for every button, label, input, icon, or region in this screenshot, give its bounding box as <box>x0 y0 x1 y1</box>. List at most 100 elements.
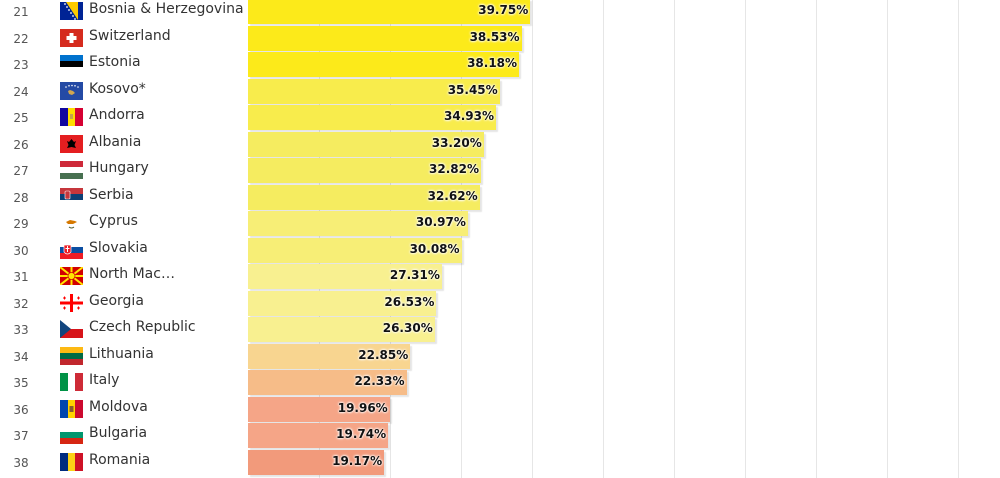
chart-row: 23 Estonia 38.18% <box>0 52 1000 78</box>
bar <box>248 105 496 130</box>
bar <box>248 423 389 448</box>
category-label: Hungary <box>89 160 149 176</box>
bar <box>248 317 435 342</box>
rank-label: 33 <box>13 323 29 337</box>
chart-row: 22 Switzerland 38.53% <box>0 25 1000 52</box>
value-label: 19.17% <box>332 453 383 468</box>
bar <box>248 184 480 210</box>
category-label: Estonia <box>89 54 141 70</box>
category-label: Italy <box>89 372 120 388</box>
rank-label: 38 <box>13 455 29 470</box>
value-label: 30.08% <box>409 241 460 256</box>
value-label: 32.82% <box>429 162 480 176</box>
rank-label: 36 <box>13 402 29 417</box>
flag-icon-ba <box>60 2 83 20</box>
chart-row: 26 Albania 33.20% <box>0 131 1000 158</box>
chart-row: 24 Kosovo* 35.45% <box>0 78 1000 105</box>
category-label: Switzerland <box>89 27 171 44</box>
value-label: 32.62% <box>427 188 478 203</box>
chart-row: 27 Hungary 32.82% <box>0 158 1000 184</box>
value-label: 33.20% <box>431 135 482 150</box>
category-label: Romania <box>89 451 151 468</box>
chart-row: 32 Georgia 26.53% <box>0 290 1000 317</box>
bar <box>248 158 482 183</box>
rank-label: 23 <box>13 58 29 72</box>
chart-row: 21 Bosnia & Herzegovina 39.75% <box>0 0 1000 25</box>
chart-row: 30 Slovakia 30.08% <box>0 237 1000 264</box>
flag-icon-xk <box>60 81 83 100</box>
gridline <box>603 0 604 478</box>
rank-label: 35 <box>13 376 29 390</box>
value-label: 35.45% <box>447 82 498 97</box>
bar <box>248 396 390 422</box>
bar <box>248 211 468 236</box>
bar <box>248 264 442 289</box>
bar <box>248 0 531 24</box>
category-label: Serbia <box>89 186 134 203</box>
chart-row: 37 Bulgaria 19.74% <box>0 423 1000 449</box>
flag-icon-hu <box>60 161 83 179</box>
value-label: 38.53% <box>469 29 520 44</box>
chart-row: 35 Italy 22.33% <box>0 370 1000 396</box>
bar <box>248 78 500 104</box>
flag-icon-ge <box>60 293 83 312</box>
category-label: Cyprus <box>89 213 138 229</box>
gridline <box>674 0 675 478</box>
chart-row: 36 Moldova 19.96% <box>0 396 1000 423</box>
flag-icon-ee <box>60 55 83 73</box>
flag-icon-cz <box>60 320 83 338</box>
category-label: Kosovo* <box>89 80 146 97</box>
category-label: Andorra <box>89 107 145 123</box>
category-label: Bulgaria <box>89 425 148 441</box>
bar <box>248 237 462 263</box>
rank-label: 37 <box>13 429 29 443</box>
chart-row: 38 Romania 19.17% <box>0 449 1000 476</box>
bar <box>248 290 437 316</box>
rank-label: 22 <box>13 31 29 46</box>
value-label: 22.85% <box>358 347 409 362</box>
gridline <box>816 0 817 478</box>
bar <box>248 370 407 395</box>
rank-label: 34 <box>13 349 29 364</box>
gridline <box>745 0 746 478</box>
chart-row: 29 Cyprus 30.97% <box>0 211 1000 237</box>
category-label: Bosnia & Herzegovina <box>89 1 244 17</box>
rank-label: 30 <box>13 243 29 258</box>
category-label: Georgia <box>89 292 144 309</box>
category-label: North Mac… <box>89 266 175 282</box>
flag-icon-ch <box>60 28 83 47</box>
chart-row: 25 Andorra 34.93% <box>0 105 1000 131</box>
value-label: 22.33% <box>354 374 405 388</box>
bar <box>248 449 385 475</box>
gridline <box>887 0 888 478</box>
flag-icon-it <box>60 373 83 391</box>
rank-label: 27 <box>13 164 29 178</box>
value-label: 19.96% <box>337 400 388 415</box>
flag-icon-ro <box>60 452 83 471</box>
bar <box>248 343 411 369</box>
category-label: Moldova <box>89 398 148 415</box>
flag-icon-rs <box>60 187 83 206</box>
flag-icon-al <box>60 134 83 153</box>
value-label: 19.74% <box>336 427 387 441</box>
bar <box>248 25 522 51</box>
chart-row: 28 Serbia 32.62% <box>0 184 1000 211</box>
rank-label: 28 <box>13 190 29 205</box>
value-label: 30.97% <box>415 215 466 229</box>
rank-label: 24 <box>13 84 29 99</box>
flag-icon-bg <box>60 426 83 444</box>
chart-row: 34 Lithuania 22.85% <box>0 343 1000 370</box>
flag-icon-cy <box>60 214 83 232</box>
flag-icon-md <box>60 399 83 418</box>
category-label: Lithuania <box>89 345 154 362</box>
category-label: Slovakia <box>89 239 148 256</box>
value-label: 39.75% <box>478 3 529 17</box>
flag-icon-ad <box>60 108 83 126</box>
rank-label: 25 <box>13 111 29 125</box>
value-label: 27.31% <box>389 268 440 282</box>
rank-label: 26 <box>13 137 29 152</box>
category-label: Albania <box>89 133 142 150</box>
value-label: 26.30% <box>382 321 433 335</box>
gridline <box>532 0 533 478</box>
